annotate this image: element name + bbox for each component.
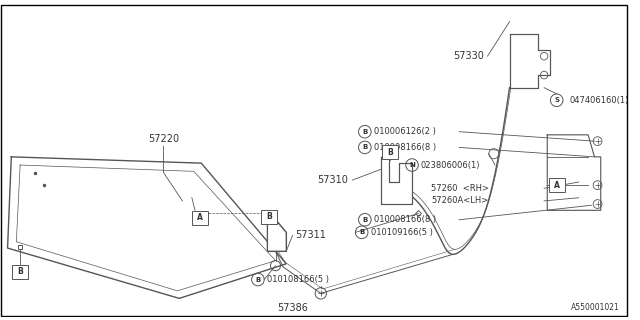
FancyBboxPatch shape — [261, 210, 277, 224]
Text: 010108166(5 ): 010108166(5 ) — [267, 275, 329, 284]
Text: A550001021: A550001021 — [571, 303, 620, 312]
Text: 010109166(5 ): 010109166(5 ) — [371, 228, 433, 237]
Text: 57310: 57310 — [317, 175, 349, 185]
Polygon shape — [509, 34, 550, 88]
Text: 010006126(2 ): 010006126(2 ) — [374, 127, 436, 136]
Text: B: B — [362, 217, 367, 223]
Text: 023806006(1): 023806006(1) — [421, 161, 481, 170]
Text: 57311: 57311 — [296, 230, 326, 241]
Polygon shape — [381, 157, 412, 204]
Text: 57260A<LH>: 57260A<LH> — [431, 196, 488, 205]
Text: S: S — [554, 97, 559, 103]
Text: A: A — [554, 181, 559, 190]
Text: B: B — [255, 276, 260, 283]
Text: B: B — [362, 144, 367, 150]
Text: B: B — [359, 229, 364, 235]
Text: 010008166(8 ): 010008166(8 ) — [374, 215, 436, 224]
Text: A: A — [197, 213, 203, 222]
Text: B: B — [266, 212, 272, 221]
Text: 57220: 57220 — [148, 134, 179, 144]
Text: B: B — [387, 148, 393, 157]
Text: B: B — [362, 129, 367, 135]
Text: N: N — [409, 162, 415, 168]
Text: 57330: 57330 — [453, 51, 484, 61]
FancyBboxPatch shape — [548, 178, 565, 192]
Text: B: B — [17, 268, 23, 276]
Text: 57260  <RH>: 57260 <RH> — [431, 184, 489, 193]
Text: 010008166(8 ): 010008166(8 ) — [374, 143, 436, 152]
FancyBboxPatch shape — [382, 145, 398, 159]
FancyBboxPatch shape — [192, 211, 208, 225]
Polygon shape — [268, 220, 286, 251]
FancyBboxPatch shape — [12, 265, 28, 279]
Text: 57386: 57386 — [277, 303, 308, 313]
Text: 047406160(1): 047406160(1) — [570, 96, 628, 105]
